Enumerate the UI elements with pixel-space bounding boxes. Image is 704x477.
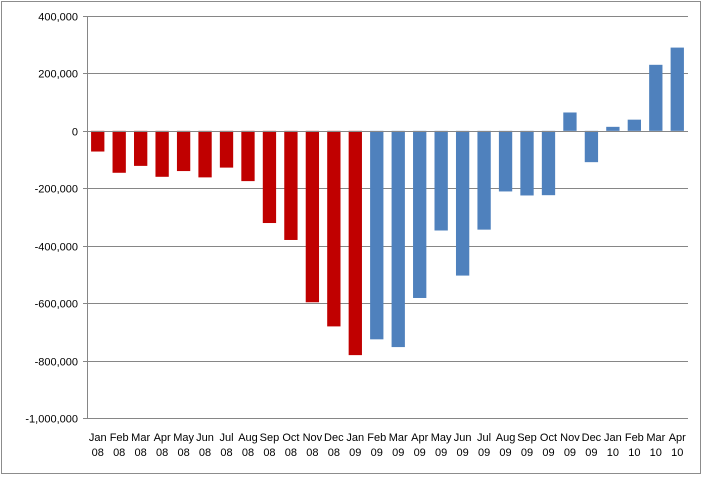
x-tick-label-month: Jan [89,432,107,444]
x-tick-label-year: 10 [650,447,662,459]
bar [91,130,105,152]
bar [563,112,577,131]
x-tick-label-month: Nov [303,432,323,444]
x-tick-label-year: 09 [564,447,576,459]
bar [627,119,641,131]
bar [305,130,320,303]
bar [413,130,427,298]
bar [434,130,448,231]
y-tick-label: 0 [72,127,78,139]
y-axis-labels: 400,000 200,000 0 -200,000 -400,000 -600,000 -… [25,12,78,426]
x-tick-label-year: 08 [220,447,232,459]
x-tick-label-year: 09 [349,447,361,459]
bar [112,130,126,173]
x-tick-label-year: 08 [177,447,189,459]
x-tick-label-year: 08 [263,447,275,459]
x-tick-label-month: Feb [625,432,644,444]
x-tick-label-month: Dec [324,432,344,444]
x-tick-label-month: Dec [582,432,602,444]
x-tick-label-month: Mar [646,432,665,444]
bar [391,130,405,348]
bar [584,130,599,163]
x-tick-label-month: Aug [238,432,258,444]
bar [134,130,148,166]
x-tick-label-year: 09 [478,447,490,459]
x-tick-label-year: 09 [392,447,404,459]
x-tick-label-year: 08 [113,447,125,459]
x-tick-label-month: Apr [669,432,686,444]
bar [284,130,298,240]
x-tick-label-year: 08 [156,447,168,459]
bar [262,130,277,224]
bar [241,130,255,182]
x-tick-label-month: Oct [282,432,299,444]
y-tick-label: -1,000,000 [25,414,78,426]
gridlines [87,16,688,419]
x-tick-label-year: 10 [607,447,619,459]
x-tick-label-year: 08 [242,447,254,459]
bar [455,130,470,276]
bar [541,130,556,196]
y-tick-label: 400,000 [38,12,78,24]
x-tick-label-year: 09 [457,447,469,459]
y-tick-label: -400,000 [35,242,78,254]
bar [327,130,341,327]
x-tick-label-month: Apr [411,432,428,444]
bar [348,130,362,356]
bar [606,126,620,131]
axes [83,16,688,419]
y-tick-label: 200,000 [38,69,78,81]
x-tick-label-year: 09 [542,447,554,459]
x-tick-label-month: Mar [389,432,408,444]
x-tick-label-year: 08 [306,447,318,459]
x-tick-label-year: 09 [435,447,447,459]
bar [498,130,513,192]
x-tick-label-month: Jan [604,432,622,444]
x-tick-label-year: 08 [199,447,211,459]
x-tick-label-year: 08 [285,447,297,459]
x-tick-label-month: Jul [219,432,233,444]
x-tick-label-month: Sep [517,432,537,444]
x-tick-label-year: 09 [371,447,383,459]
x-tick-label-year: 08 [92,447,104,459]
x-tick-label-year: 10 [671,447,683,459]
x-tick-label-month: Apr [154,432,171,444]
bar [219,130,234,168]
y-tick-label: -200,000 [35,184,78,196]
x-tick-label-month: Jul [477,432,491,444]
bar [370,130,384,340]
x-tick-label-year: 08 [135,447,147,459]
x-tick-label-month: Aug [496,432,516,444]
bar [670,47,684,131]
bar [155,130,169,177]
x-tick-label-month: Jan [346,432,364,444]
x-tick-label-month: Jun [196,432,214,444]
y-tick-label: -800,000 [35,357,78,369]
x-tick-label-year: 09 [585,447,597,459]
x-tick-label-month: May [173,432,194,444]
bar [477,130,491,230]
bars [91,47,684,356]
x-tick-label-month: Jun [454,432,472,444]
y-tick-label: -600,000 [35,299,78,311]
bar [649,64,663,131]
x-tick-label-month: Feb [367,432,386,444]
x-tick-label-year: 09 [521,447,533,459]
x-tick-label-month: May [431,432,452,444]
x-tick-label-month: Oct [540,432,557,444]
x-tick-label-year: 09 [499,447,511,459]
x-tick-label-month: Nov [560,432,580,444]
x-tick-label-month: Feb [110,432,129,444]
x-axis-labels: Jan 08 Feb 08 Mar 08 Apr 08 May 08 Jun 08 Jul 08 Aug 08… [89,432,686,459]
bar [198,130,212,178]
x-tick-label-year: 08 [328,447,340,459]
bar [520,130,534,196]
x-tick-label-year: 09 [414,447,426,459]
bar [176,130,191,172]
x-tick-label-month: Mar [131,432,150,444]
x-tick-label-year: 10 [628,447,640,459]
x-tick-label-month: Sep [260,432,280,444]
